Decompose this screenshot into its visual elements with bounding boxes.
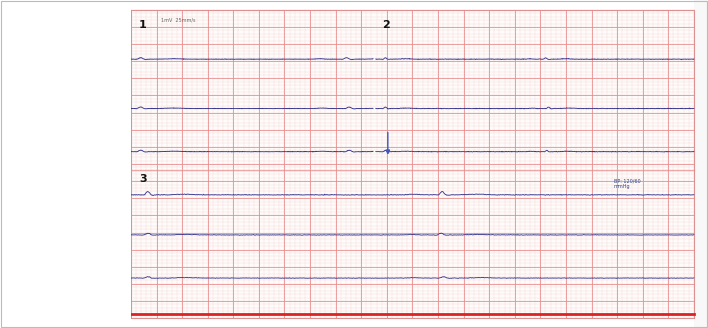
Text: 2: 2 (382, 20, 389, 30)
Text: BP: 120/60
mmHg: BP: 120/60 mmHg (614, 178, 641, 189)
Text: 1mV  25mm/s: 1mV 25mm/s (161, 18, 195, 23)
Bar (131, 10, 694, 318)
Bar (0, 0, 131, 328)
Bar (0, 0, 131, 328)
Bar (131, 318, 694, 328)
Text: 1: 1 (139, 20, 147, 30)
Bar (131, 0, 694, 10)
Text: 3: 3 (139, 174, 147, 184)
